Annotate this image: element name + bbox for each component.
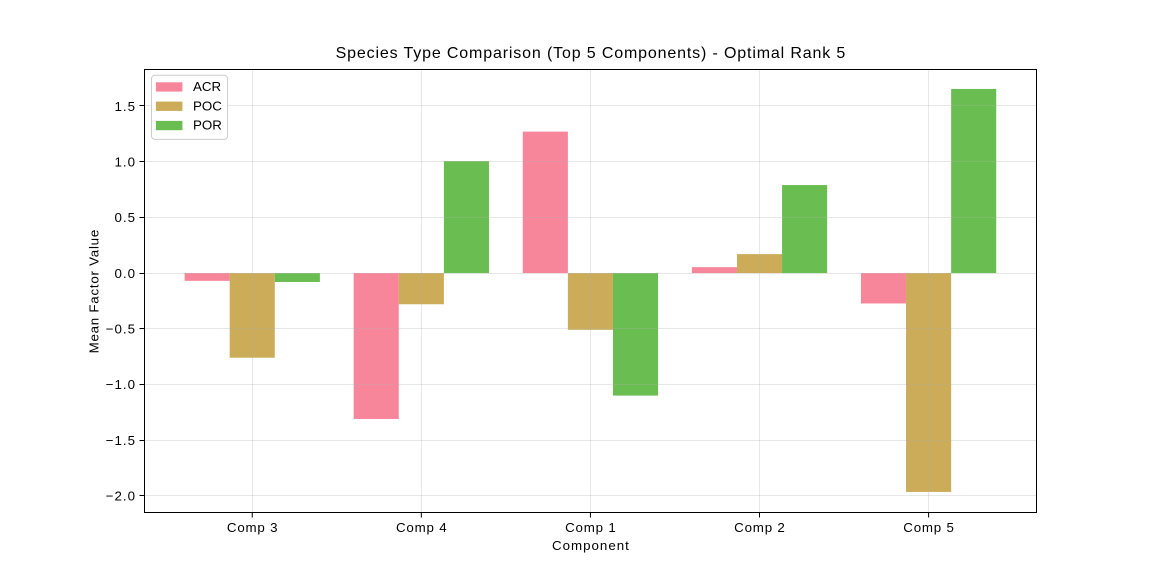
- svg-text:1.5: 1.5: [114, 99, 136, 114]
- svg-text:Comp 5: Comp 5: [903, 520, 954, 535]
- svg-text:Comp 2: Comp 2: [734, 520, 785, 535]
- svg-text:0.0: 0.0: [114, 266, 136, 281]
- svg-text:1.0: 1.0: [114, 154, 136, 169]
- svg-text:Comp 1: Comp 1: [565, 520, 616, 535]
- svg-text:0.5: 0.5: [114, 210, 136, 225]
- svg-text:POR: POR: [193, 118, 222, 133]
- svg-text:POC: POC: [193, 98, 222, 113]
- svg-text:Comp 4: Comp 4: [396, 520, 447, 535]
- svg-text:−1.5: −1.5: [106, 433, 136, 448]
- svg-text:Component: Component: [552, 538, 630, 553]
- svg-text:−1.0: −1.0: [106, 377, 136, 392]
- svg-text:−2.0: −2.0: [106, 489, 136, 504]
- svg-text:Mean Factor Value: Mean Factor Value: [87, 229, 102, 353]
- svg-text:−0.5: −0.5: [106, 322, 136, 337]
- svg-text:Species Type Comparison (Top 5: Species Type Comparison (Top 5 Component…: [336, 45, 847, 62]
- svg-text:ACR: ACR: [193, 79, 221, 94]
- svg-text:Comp 3: Comp 3: [227, 520, 278, 535]
